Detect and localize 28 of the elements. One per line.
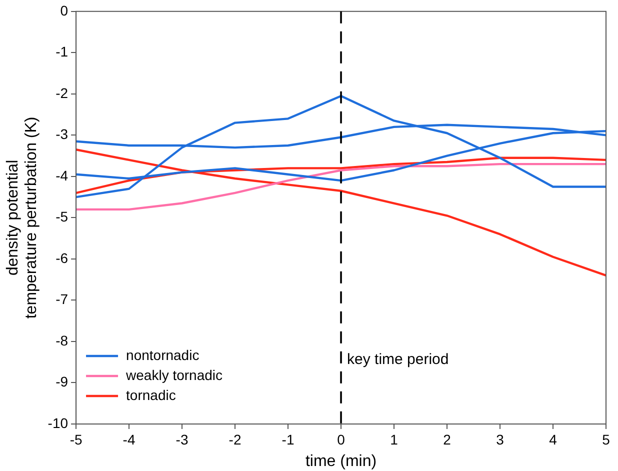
y-tick-label: -7 [56,291,68,308]
x-tick-label: -2 [228,431,242,448]
x-tick-label: 4 [549,431,558,448]
x-tick-label: 1 [390,431,398,448]
ref-line-label: key time period [347,351,449,368]
y-tick-label: -4 [56,167,68,184]
legend-label: weakly tornadic [125,366,223,383]
x-tick-label: 2 [443,431,452,448]
x-tick-label: 3 [496,431,504,448]
x-tick-label: -5 [70,431,82,448]
x-tick-label: 0 [337,431,346,448]
y-tick-label: -8 [56,332,68,348]
y-tick-label: -10 [48,414,68,431]
y-tick-label: 0 [60,2,68,18]
legend-label: tornadic [126,386,176,403]
x-tick-label: -1 [282,431,294,448]
x-tick-label: -4 [122,431,136,448]
x-tick-label: -3 [176,431,188,448]
y-axis-title: density potential temperature perturbation (K) [4,116,40,319]
legend-label: nontornadic [126,346,200,363]
x-tick-label: 5 [602,431,610,448]
y-tick-label: -9 [56,374,68,390]
y-tick-label: -5 [56,208,68,225]
y-tick-label: -6 [56,250,68,266]
y-tick-label: -2 [56,84,68,101]
x-axis-title: time (min) [305,452,377,470]
y-tick-label: -3 [56,126,68,142]
y-tick-label: -1 [56,44,68,60]
